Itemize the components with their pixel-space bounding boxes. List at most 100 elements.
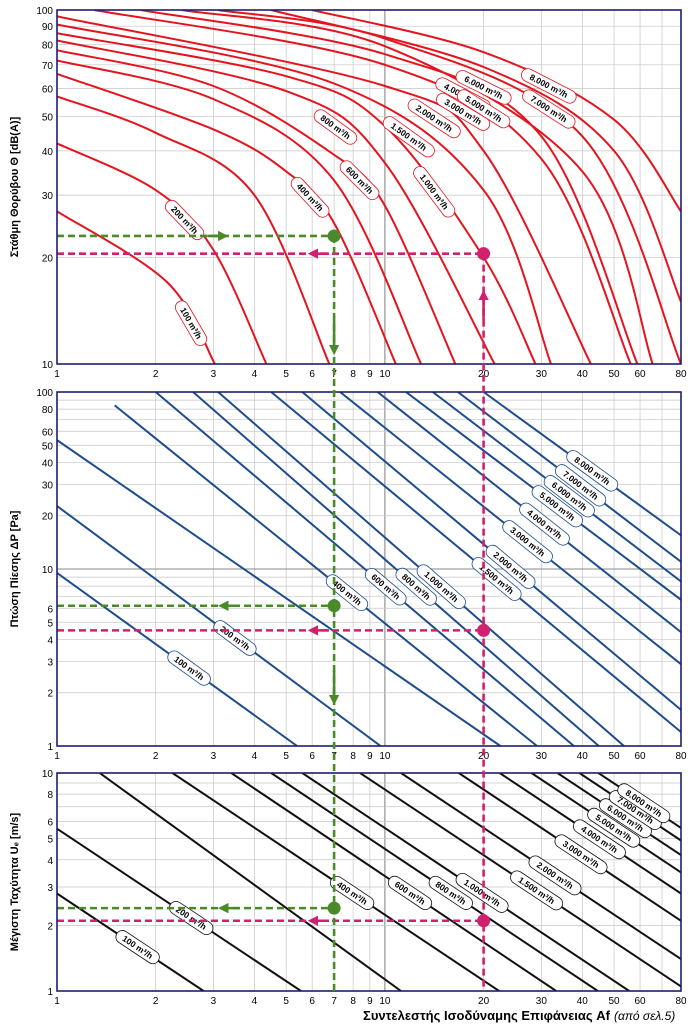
y-tick-label: 100 bbox=[36, 6, 53, 17]
series-label-box bbox=[587, 807, 641, 848]
x-tick-label: 3 bbox=[211, 751, 217, 762]
series-label-box bbox=[617, 783, 671, 824]
x-tick-label: 2 bbox=[153, 996, 159, 1007]
y-tick-label: 10 bbox=[42, 769, 54, 780]
x-axis-title: Συντελεστής Ισοδύναμης Επιφάνειας Af bbox=[363, 1008, 611, 1023]
y-tick-label: 2 bbox=[47, 689, 53, 700]
x-axis-note: (από σελ.5) bbox=[614, 1009, 675, 1023]
series-label-box bbox=[167, 650, 211, 686]
series-group: 100 m³/h 200 m³/h 400 m³/h 600 m³/h 800 m³/h… bbox=[57, 10, 681, 364]
x-tick-label: 40 bbox=[577, 751, 589, 762]
series-label-box bbox=[329, 875, 375, 910]
series-line bbox=[57, 15, 592, 364]
series-label-box bbox=[413, 166, 456, 218]
y-tick-label: 10 bbox=[42, 565, 54, 576]
x-tick-label: 10 bbox=[379, 996, 391, 1007]
x-tick-label: 50 bbox=[609, 996, 621, 1007]
series-label-box bbox=[382, 116, 435, 158]
series-label-text: 600 m³/h bbox=[344, 164, 375, 195]
series-label-box bbox=[364, 567, 407, 606]
series-line bbox=[99, 773, 402, 991]
y-axis-title: Μέγιστη Ταχύτητα Uₑ [m/s] bbox=[9, 812, 21, 951]
series-line bbox=[57, 32, 537, 364]
x-tick-label: 2 bbox=[153, 369, 159, 380]
x-tick-label: 1 bbox=[54, 369, 60, 380]
x-tick-label: 5 bbox=[283, 996, 289, 1007]
series-line bbox=[57, 23, 552, 364]
y-tick-label: 50 bbox=[42, 113, 54, 124]
x-tick-label: 10 bbox=[379, 369, 391, 380]
series-line bbox=[57, 49, 457, 364]
x-tick-label: 20 bbox=[478, 996, 490, 1007]
series-label-box bbox=[521, 68, 577, 104]
series-label-text: 200 m³/h bbox=[169, 204, 200, 236]
series-label-box bbox=[290, 176, 330, 218]
series-line bbox=[192, 392, 600, 746]
series-label-box bbox=[522, 89, 576, 129]
series-label: 400 m³/h bbox=[290, 176, 330, 218]
series-label-box bbox=[456, 89, 511, 129]
x-tick-label: 7 bbox=[331, 996, 337, 1007]
series-label: 200 m³/h bbox=[169, 900, 214, 936]
x-tick-label: 9 bbox=[367, 751, 373, 762]
series-line bbox=[57, 95, 331, 364]
x-tick-label: 80 bbox=[675, 751, 687, 762]
series-line bbox=[114, 404, 538, 746]
y-axis-title: Στάθμη Θορύβου Θ [dB(A)] bbox=[9, 116, 21, 257]
x-tick-label: 50 bbox=[609, 369, 621, 380]
y-tick-label: 3 bbox=[47, 658, 53, 669]
series-label-box bbox=[436, 92, 491, 131]
series-label: 1.000 m³/h bbox=[413, 166, 456, 218]
y-tick-label: 70 bbox=[42, 61, 54, 72]
x-tick-label: 2 bbox=[153, 751, 159, 762]
x-tick-label: 4 bbox=[252, 751, 258, 762]
x-tick-label: 6 bbox=[309, 369, 315, 380]
series-label-box bbox=[543, 475, 595, 518]
series-label-box bbox=[485, 544, 536, 589]
x-tick-label: 80 bbox=[675, 369, 687, 380]
y-tick-label: 60 bbox=[42, 85, 54, 96]
series-label-box bbox=[502, 520, 553, 564]
x-tick-label: 8 bbox=[350, 996, 356, 1007]
y-axis-title: Πτώση Πίεσης ΔP [Pa] bbox=[9, 510, 21, 627]
series-label: 600 m³/h bbox=[387, 875, 433, 911]
x-tick-label: 50 bbox=[609, 751, 621, 762]
series-line bbox=[155, 392, 575, 746]
series-label-text: 1.000 m³/h bbox=[418, 172, 451, 211]
y-tick-label: 80 bbox=[42, 405, 54, 416]
series-label-text: 400 m³/h bbox=[295, 181, 326, 213]
series-label-text: 800 m³/h bbox=[319, 113, 353, 141]
x-tick-label: 30 bbox=[536, 369, 548, 380]
x-tick-label: 30 bbox=[536, 996, 548, 1007]
series-label-box bbox=[428, 875, 473, 910]
series-label-text: 200 m³/h bbox=[218, 624, 252, 653]
series-label: 200 m³/h bbox=[213, 620, 257, 656]
x-tick-label: 6 bbox=[309, 751, 315, 762]
y-tick-label: 90 bbox=[42, 22, 54, 33]
series-label: 100 m³/h bbox=[167, 650, 211, 686]
y-tick-label: 5 bbox=[47, 835, 53, 846]
x-tick-label: 60 bbox=[634, 996, 646, 1007]
series-line bbox=[57, 72, 397, 364]
y-tick-label: 80 bbox=[42, 40, 54, 51]
series-line bbox=[270, 10, 681, 303]
x-tick-label: 5 bbox=[283, 369, 289, 380]
y-tick-label: 4 bbox=[47, 856, 53, 867]
series-label: 100 m³/h bbox=[115, 930, 160, 965]
y-tick-label: 1 bbox=[47, 742, 53, 753]
y-tick-label: 5 bbox=[47, 618, 53, 629]
series-label-box bbox=[169, 900, 214, 936]
x-tick-label: 30 bbox=[536, 751, 548, 762]
series-label-box bbox=[519, 502, 570, 546]
y-tick-label: 10 bbox=[42, 360, 54, 371]
x-tick-label: 5 bbox=[283, 751, 289, 762]
x-tick-label: 1 bbox=[54, 996, 60, 1007]
y-tick-label: 3 bbox=[47, 883, 53, 894]
panel-1: 100 m³/h 200 m³/h 400 m³/h 600 m³/h 800 m³/h… bbox=[9, 6, 687, 380]
series-line bbox=[57, 439, 501, 746]
series-label-box bbox=[395, 567, 437, 606]
series-label-box bbox=[554, 834, 608, 875]
x-tick-label: 6 bbox=[309, 996, 315, 1007]
series-label-box bbox=[164, 199, 205, 241]
